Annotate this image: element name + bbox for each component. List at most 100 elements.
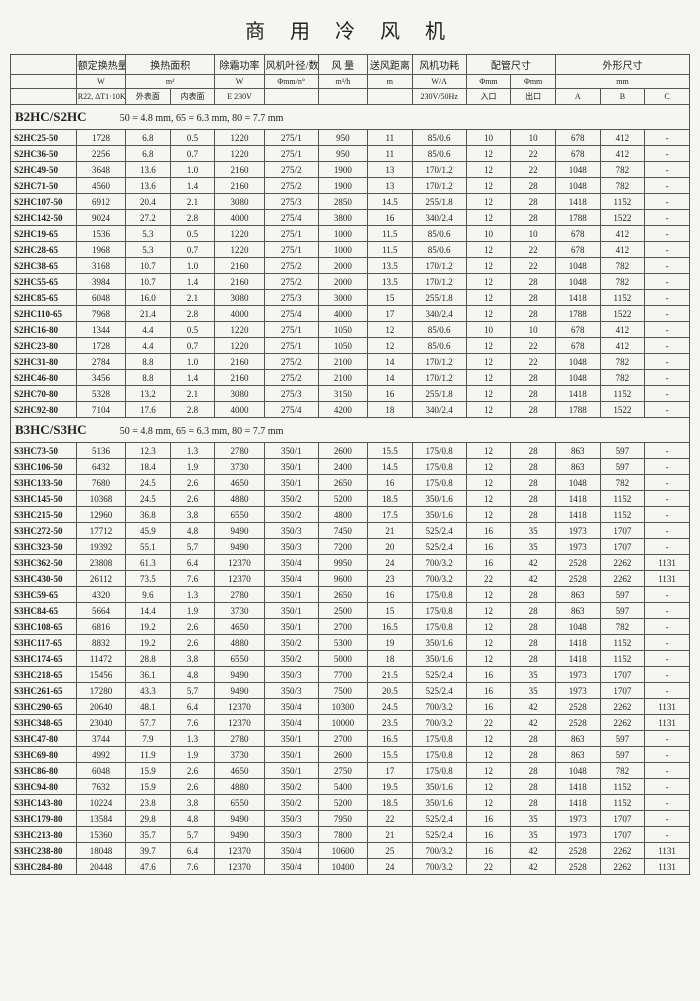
data-cell: 597	[600, 459, 645, 475]
data-cell: 4000	[215, 402, 264, 418]
model-cell: S3HC272-50	[11, 523, 77, 539]
data-cell: 12	[466, 386, 511, 402]
data-cell: 21.4	[126, 306, 171, 322]
data-cell: 350/1.6	[412, 635, 466, 651]
table-row: S3HC323-501939255.15.79490350/3720020525…	[11, 539, 690, 555]
data-cell: 16	[368, 587, 413, 603]
data-cell: 350/4	[264, 699, 318, 715]
data-cell: 7.6	[170, 715, 215, 731]
data-cell: 85/0.6	[412, 338, 466, 354]
data-cell: 275/4	[264, 306, 318, 322]
data-cell: 10	[466, 322, 511, 338]
data-cell: 3744	[76, 731, 125, 747]
data-cell: 12	[466, 475, 511, 491]
data-cell: 1048	[555, 162, 600, 178]
data-cell: 11.9	[126, 747, 171, 763]
table-row: S2HC71-50456013.61.42160275/2190013170/1…	[11, 178, 690, 194]
data-cell: 275/2	[264, 162, 318, 178]
data-cell: 1152	[600, 651, 645, 667]
data-cell: 2700	[318, 731, 367, 747]
data-cell: 15360	[76, 827, 125, 843]
hdr-dim: 外形尺寸	[555, 55, 689, 75]
section-header: B3HC/S3HC 50 = 4.8 mm, 65 = 6.3 mm, 80 =…	[11, 418, 690, 443]
table-row: S2HC31-8027848.81.02160275/2210014170/1.…	[11, 354, 690, 370]
data-cell: 28	[511, 274, 556, 290]
model-cell: S2HC110-65	[11, 306, 77, 322]
data-cell: 85/0.6	[412, 242, 466, 258]
data-cell: 15	[368, 290, 413, 306]
data-cell: 12	[466, 747, 511, 763]
data-cell: -	[645, 635, 690, 651]
data-cell: 2.8	[170, 210, 215, 226]
data-cell: 782	[600, 475, 645, 491]
data-cell: 2.8	[170, 402, 215, 418]
data-cell: 5.7	[170, 683, 215, 699]
model-cell: S2HC71-50	[11, 178, 77, 194]
data-cell: 275/3	[264, 386, 318, 402]
table-row: S3HC238-801804839.76.412370350/410600257…	[11, 843, 690, 859]
data-cell: 9490	[215, 667, 264, 683]
data-cell: 275/4	[264, 210, 318, 226]
data-cell: 20640	[76, 699, 125, 715]
data-cell: -	[645, 587, 690, 603]
data-cell: -	[645, 338, 690, 354]
data-cell: 1522	[600, 210, 645, 226]
data-cell: 16	[368, 386, 413, 402]
model-cell: S2HC23-80	[11, 338, 77, 354]
data-cell: 1707	[600, 667, 645, 683]
data-cell: 24.5	[126, 475, 171, 491]
data-cell: 2528	[555, 843, 600, 859]
data-cell: 1050	[318, 338, 367, 354]
data-cell: 16	[466, 667, 511, 683]
data-cell: 1707	[600, 683, 645, 699]
data-cell: 16	[466, 523, 511, 539]
data-cell: 1050	[318, 322, 367, 338]
data-cell: 1728	[76, 130, 125, 146]
hdr3-c: C	[645, 89, 690, 105]
data-cell: 5200	[318, 795, 367, 811]
data-cell: -	[645, 811, 690, 827]
table-row: S3HC215-501296036.83.86550350/2480017.53…	[11, 507, 690, 523]
data-cell: 16	[466, 539, 511, 555]
data-cell: -	[645, 667, 690, 683]
model-cell: S3HC290-65	[11, 699, 77, 715]
data-cell: 1131	[645, 571, 690, 587]
data-cell: 18	[368, 651, 413, 667]
data-cell: 3800	[318, 210, 367, 226]
data-cell: -	[645, 795, 690, 811]
data-cell: 1220	[215, 322, 264, 338]
data-cell: 275/2	[264, 258, 318, 274]
data-cell: 12	[466, 242, 511, 258]
data-cell: 3168	[76, 258, 125, 274]
hdr-defrost: 除霜功率	[215, 55, 264, 75]
data-cell: 1.3	[170, 587, 215, 603]
data-cell: 35	[511, 667, 556, 683]
hdr-throw: 送风距离	[368, 55, 413, 75]
data-cell: 350/4	[264, 843, 318, 859]
data-cell: 255/1.8	[412, 290, 466, 306]
data-cell: 7450	[318, 523, 367, 539]
table-row: S3HC213-801536035.75.79490350/3780021525…	[11, 827, 690, 843]
data-cell: 7.6	[170, 571, 215, 587]
model-cell: S2HC85-65	[11, 290, 77, 306]
data-cell: 7.9	[126, 731, 171, 747]
data-cell: 597	[600, 603, 645, 619]
model-cell: S3HC94-80	[11, 779, 77, 795]
data-cell: 1152	[600, 795, 645, 811]
model-cell: S3HC362-50	[11, 555, 77, 571]
data-cell: 15.5	[368, 443, 413, 459]
data-cell: 12	[466, 290, 511, 306]
data-cell: 39.7	[126, 843, 171, 859]
hdr3-b: B	[600, 89, 645, 105]
data-cell: 9600	[318, 571, 367, 587]
data-cell: 1048	[555, 370, 600, 386]
data-cell: 22	[511, 338, 556, 354]
data-cell: 28	[511, 507, 556, 523]
hdr2-w: W	[76, 75, 125, 89]
data-cell: 19.5	[368, 779, 413, 795]
data-cell: 2.6	[170, 491, 215, 507]
table-row: S3HC430-502611273.57.612370350/496002370…	[11, 571, 690, 587]
data-cell: 42	[511, 843, 556, 859]
data-cell: 1.9	[170, 603, 215, 619]
data-cell: 12	[466, 338, 511, 354]
